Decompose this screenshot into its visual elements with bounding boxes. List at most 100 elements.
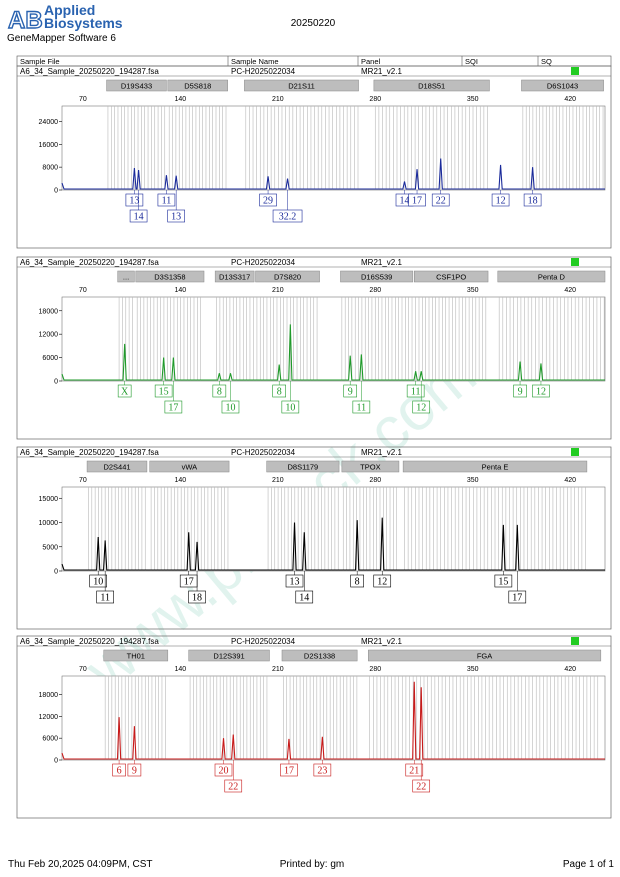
allele-call-box <box>523 193 542 207</box>
allele-call-box <box>164 400 183 414</box>
allele-call-label: 11 <box>411 387 421 398</box>
y-tick-label: 6000 <box>42 736 58 743</box>
allele-call-box <box>188 590 206 604</box>
allele-call-box <box>281 400 300 414</box>
allele-call-label: 18 <box>192 593 202 604</box>
x-tick-label: 420 <box>564 96 576 103</box>
allele-call-box <box>313 763 332 777</box>
locus-marker <box>244 79 359 92</box>
dye-panels: A6_34_Sample_20250220_194287.fsa PC-H2025… <box>16 65 612 819</box>
panel-frame <box>16 446 612 630</box>
allele-call-box <box>272 384 287 398</box>
allele-call-box <box>117 384 132 398</box>
locus-label: D19S433 <box>121 82 152 91</box>
allele-call-box <box>157 193 176 207</box>
allele-call-label: 15 <box>498 577 508 588</box>
allele-call-label: 12 <box>536 387 546 398</box>
allele-call-label: 6 <box>117 766 122 777</box>
panel-sample-file: A6_34_Sample_20250220_194287.fsa <box>20 448 159 457</box>
allele-call-label: 13 <box>171 212 181 223</box>
software-name: GeneMapper Software 6 <box>7 33 116 44</box>
allele-call-label: 20 <box>219 766 229 777</box>
locus-label: D2S1338 <box>304 652 335 661</box>
locus-marker <box>266 460 340 473</box>
footer-timestamp: Thu Feb 20,2025 04:09PM, CST <box>8 859 153 870</box>
panel-name: MR21_v2.1 <box>361 258 402 267</box>
allele-call-label: 9 <box>132 766 137 777</box>
locus-marker <box>497 270 606 283</box>
allele-call-box <box>129 209 148 223</box>
col-sample-name: Sample Name <box>231 57 279 66</box>
panel-sample-name: PC-H2025022034 <box>231 258 296 267</box>
col-sq: SQ <box>541 57 552 66</box>
allele-call-label: 29 <box>263 196 273 207</box>
x-tick-label: 140 <box>175 666 187 673</box>
locus-marker <box>340 270 414 283</box>
locus-marker <box>86 460 148 473</box>
panel-frame <box>16 65 612 249</box>
y-tick-label: 0 <box>54 379 58 386</box>
locus-marker <box>341 460 400 473</box>
allele-call-box <box>212 384 227 398</box>
allele-call-box <box>352 400 371 414</box>
x-tick-label: 350 <box>467 96 479 103</box>
x-tick-label: 140 <box>175 96 187 103</box>
panel-sample-file: A6_34_Sample_20250220_194287.fsa <box>20 258 159 267</box>
signal-trace <box>61 158 605 190</box>
allele-call-label: 10 <box>93 577 103 588</box>
x-tick-label: 70 <box>79 287 87 294</box>
allele-call-label: 10 <box>225 403 235 414</box>
allele-call-label: 17 <box>284 766 294 777</box>
allele-call-box <box>431 193 450 207</box>
y-tick-label: 16000 <box>39 142 59 149</box>
allele-call-box <box>285 574 304 588</box>
x-tick-label: 70 <box>79 666 87 673</box>
x-tick-label: 280 <box>369 666 381 673</box>
x-tick-label: 350 <box>467 666 479 673</box>
allele-call-label: 21 <box>409 766 419 777</box>
allele-call-label: 22 <box>228 782 238 793</box>
sizing-quality-indicator <box>571 637 579 645</box>
locus-marker <box>255 270 320 283</box>
locus-marker <box>521 79 604 92</box>
x-tick-label: 210 <box>272 96 284 103</box>
allele-call-label: 14 <box>400 196 410 207</box>
panel-name: MR21_v2.1 <box>361 67 402 76</box>
x-tick-label: 350 <box>467 287 479 294</box>
y-tick-label: 10000 <box>39 520 59 527</box>
allele-call-box <box>259 193 277 207</box>
allele-call-label: 23 <box>317 766 327 777</box>
allele-call-label: 11 <box>357 403 367 414</box>
locus-label: D21S11 <box>288 82 315 91</box>
allele-call-box <box>412 400 431 414</box>
panel-sample-file: A6_34_Sample_20250220_194287.fsa <box>20 67 159 76</box>
allele-call-label: 10 <box>285 403 295 414</box>
allele-call-label: 9 <box>348 387 353 398</box>
plot-area <box>61 296 606 382</box>
x-tick-label: 280 <box>369 287 381 294</box>
sample-table-header: Sample File Sample Name Panel SQI SQ <box>16 55 612 67</box>
sizing-quality-indicator <box>571 67 579 75</box>
locus-marker <box>103 649 169 662</box>
locus-label: D13S317 <box>219 273 250 282</box>
logo-mark: AB <box>8 7 43 34</box>
brand-line2: Biosystems <box>44 15 123 31</box>
plot-area <box>61 486 606 572</box>
allele-call-label: 8 <box>217 387 222 398</box>
applied-biosystems-logo: AB Applied Biosystems <box>7 2 123 35</box>
allele-call-box <box>405 763 424 777</box>
allele-call-label: 32.2 <box>279 212 297 223</box>
y-tick-label: 0 <box>54 188 58 195</box>
panel-name: MR21_v2.1 <box>361 637 402 646</box>
y-tick-label: 15000 <box>39 496 59 503</box>
allele-call-label: 18 <box>528 196 538 207</box>
panel-sample-file: A6_34_Sample_20250220_194287.fsa <box>20 637 159 646</box>
locus-marker <box>368 649 602 662</box>
allele-call-box <box>408 193 426 207</box>
locus-label: D12S391 <box>213 652 244 661</box>
y-tick-label: 12000 <box>39 714 59 721</box>
x-tick-label: 350 <box>467 477 479 484</box>
x-tick-label: 70 <box>79 477 87 484</box>
locus-marker <box>117 270 135 283</box>
